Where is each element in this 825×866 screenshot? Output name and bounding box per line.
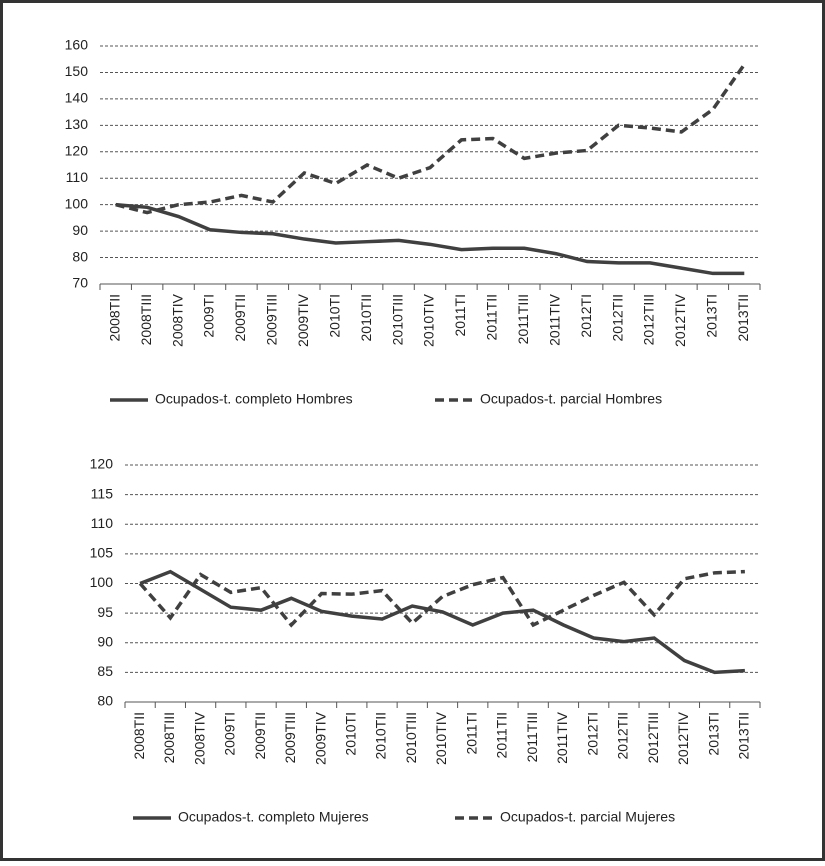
- series-line: [139, 569, 745, 675]
- x-tick-label: 2008TIII: [161, 712, 177, 763]
- x-tick-label: 2010TI: [326, 294, 342, 338]
- y-tick-label: 95: [97, 604, 113, 620]
- series-line: [115, 202, 745, 276]
- x-tick-label: 2009TIII: [264, 294, 280, 345]
- y-tick-label: 100: [65, 195, 89, 211]
- x-tick-label: 2010TII: [373, 712, 389, 759]
- x-tick-label: 2010TIV: [421, 293, 437, 347]
- series-line: [138, 569, 745, 628]
- x-tick-label: 2010TI: [342, 712, 358, 756]
- x-tick-label: 2012TII: [609, 294, 625, 341]
- x-tick-label: 2008TIV: [169, 293, 185, 347]
- x-tick-label: 2012TII: [615, 712, 631, 759]
- y-tick-label: 90: [97, 633, 113, 649]
- x-tick-label: 2012TI: [578, 294, 594, 338]
- legend-label: Ocupados-t. parcial Hombres: [480, 391, 662, 407]
- legend-label: Ocupados-t. completo Hombres: [155, 391, 353, 407]
- x-tick-label: 2010TII: [358, 294, 374, 341]
- x-tick-label: 2012TIV: [675, 711, 691, 765]
- x-tick-label: 2011TI: [452, 294, 468, 337]
- x-tick-label: 2009TI: [201, 294, 217, 338]
- y-tick-label: 70: [72, 275, 88, 291]
- x-tick-label: 2012TIV: [672, 293, 688, 347]
- y-tick-label: 90: [72, 222, 88, 238]
- x-tick-label: 2013TI: [705, 712, 721, 756]
- x-tick-label: 2010TIII: [403, 712, 419, 763]
- x-tick-label: 2013TI: [704, 294, 720, 338]
- legend-label: Ocupados-t. parcial Mujeres: [500, 809, 675, 825]
- x-tick-label: 2008TIII: [138, 294, 154, 345]
- series-line: [115, 63, 746, 215]
- y-tick-label: 110: [91, 515, 114, 531]
- y-tick-label: 120: [90, 456, 114, 472]
- y-tick-label: 105: [90, 545, 114, 561]
- legend-label: Ocupados-t. completo Mujeres: [178, 809, 369, 825]
- y-tick-label: 160: [65, 37, 89, 53]
- x-tick-label: 2011TIV: [546, 293, 562, 346]
- x-tick-label: 2013TII: [736, 712, 752, 759]
- x-tick-label: 2011TII: [494, 712, 510, 758]
- y-tick-label: 100: [90, 574, 114, 590]
- x-tick-label: 2009TII: [252, 712, 268, 759]
- x-tick-label: 2011TI: [463, 712, 479, 755]
- y-tick-label: 140: [65, 90, 89, 106]
- x-tick-label: 2011TIII: [515, 294, 531, 344]
- y-tick-label: 115: [91, 485, 114, 501]
- y-tick-label: 130: [65, 116, 89, 132]
- x-tick-label: 2009TIV: [295, 293, 311, 347]
- y-tick-label: 110: [66, 169, 89, 185]
- y-tick-label: 80: [72, 248, 88, 264]
- x-tick-label: 2013TII: [735, 294, 751, 341]
- x-tick-label: 2009TIV: [312, 711, 328, 765]
- y-tick-label: 80: [97, 693, 113, 709]
- x-tick-label: 2009TIII: [282, 712, 298, 763]
- x-tick-label: 2011TII: [484, 294, 500, 340]
- x-tick-label: 2012TIII: [645, 712, 661, 763]
- x-tick-label: 2010TIII: [389, 294, 405, 345]
- x-tick-label: 2008TII: [106, 294, 122, 341]
- x-tick-label: 2008TIV: [191, 711, 207, 765]
- x-tick-label: 2012TIII: [641, 294, 657, 345]
- x-tick-label: 2008TII: [131, 712, 147, 759]
- y-tick-label: 150: [65, 63, 89, 79]
- x-tick-label: 2009TI: [222, 712, 238, 756]
- y-tick-label: 85: [97, 663, 113, 679]
- x-tick-label: 2009TII: [232, 294, 248, 341]
- x-tick-label: 2011TIII: [524, 712, 540, 762]
- x-tick-label: 2011TIV: [554, 711, 570, 764]
- y-tick-label: 120: [65, 142, 89, 158]
- x-tick-label: 2012TI: [584, 712, 600, 756]
- x-tick-label: 2010TIV: [433, 711, 449, 765]
